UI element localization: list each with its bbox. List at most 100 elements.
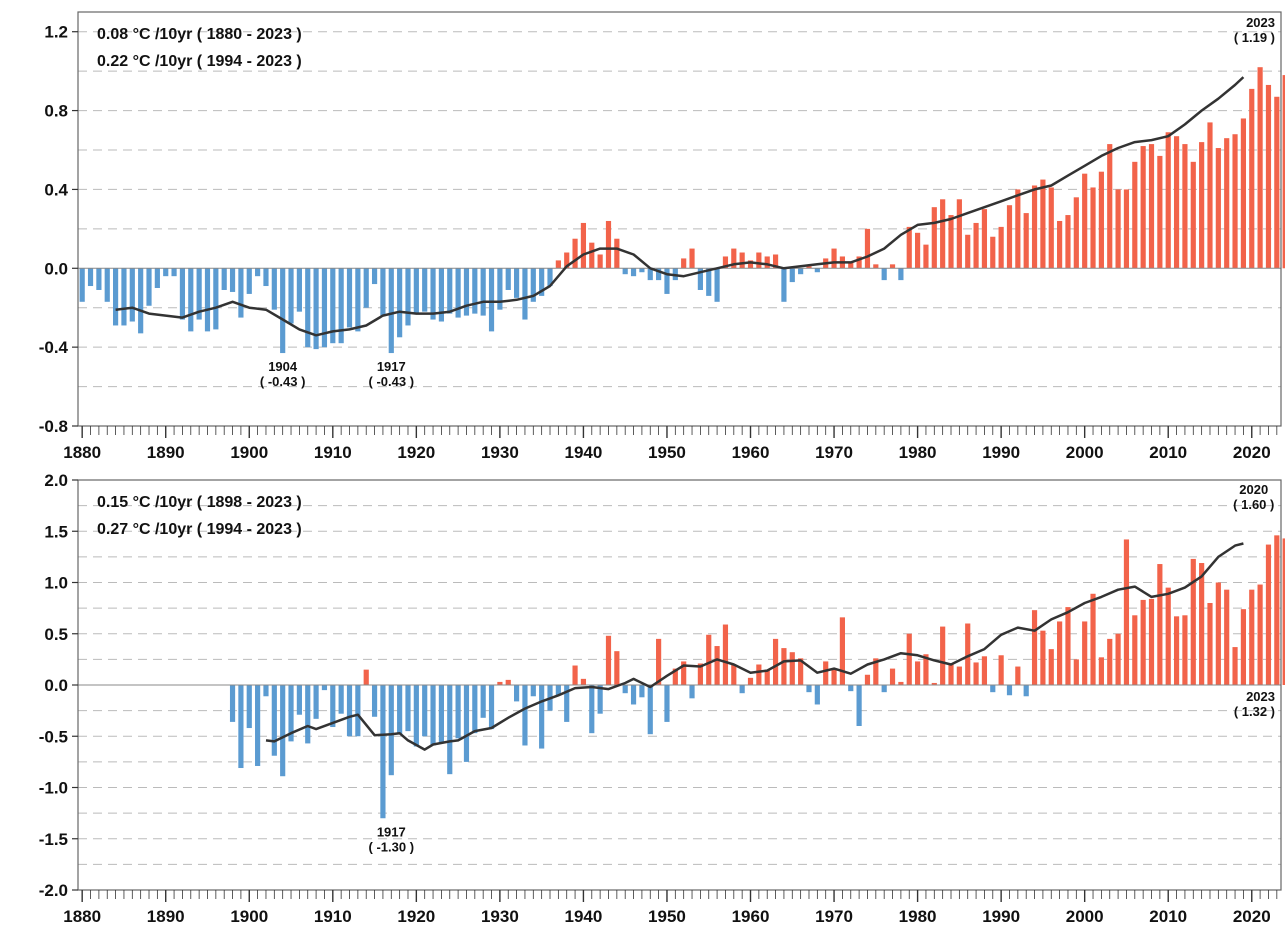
bar-1918 <box>397 685 403 735</box>
bar-1999 <box>1073 659 1079 686</box>
bar-1989 <box>990 236 996 269</box>
bar-1914 <box>363 669 369 686</box>
bar-2023 <box>1274 535 1280 685</box>
bar-1912 <box>346 268 353 328</box>
bar-1925 <box>455 685 461 739</box>
y-tick-label: 1.2 <box>44 23 68 42</box>
bar-1906 <box>296 268 302 312</box>
bar-1945 <box>622 268 628 275</box>
bar-2008 <box>1148 598 1155 685</box>
bar-1936 <box>547 268 553 287</box>
bar-1911 <box>338 268 344 344</box>
x-tick-label: 1880 <box>63 443 101 462</box>
bar-1995 <box>1040 630 1046 685</box>
bar-2022 <box>1265 84 1272 269</box>
bar-2016 <box>1215 148 1221 269</box>
bar-1890 <box>163 268 169 277</box>
bar-1917 <box>388 268 394 354</box>
x-tick-label: 2010 <box>1149 443 1187 462</box>
bar-1942 <box>597 254 603 269</box>
x-tick-label: 1990 <box>982 907 1020 926</box>
bar-1968 <box>814 685 820 705</box>
bar-1957 <box>722 624 729 685</box>
bar-1932 <box>514 685 520 702</box>
bar-2012 <box>1182 615 1188 685</box>
bar-1926 <box>463 268 470 316</box>
trend-label: 0.08 °C /10yr ( 1880 - 2023 ) <box>97 26 302 43</box>
bar-1952 <box>681 258 687 269</box>
bar-1940 <box>580 222 587 269</box>
bar-2010 <box>1165 132 1171 269</box>
bar-2011 <box>1173 136 1180 269</box>
annotation-1917: ( -0.43 ) <box>369 374 415 389</box>
x-tick-label: 1960 <box>732 907 770 926</box>
bar-1952 <box>681 661 687 685</box>
bar-1969 <box>823 661 829 685</box>
bar-1925 <box>455 268 461 318</box>
bar-1990 <box>998 655 1004 685</box>
bar-2019 <box>1240 118 1246 269</box>
bar-1900 <box>246 685 252 729</box>
bar-1908 <box>313 685 319 719</box>
bar-2018 <box>1232 647 1238 685</box>
bar-1978 <box>898 681 904 685</box>
bar-1916 <box>380 268 386 316</box>
bar-1935 <box>539 685 545 749</box>
bar-1909 <box>321 268 328 348</box>
bar-1935 <box>539 268 545 296</box>
plot-frame <box>77 11 1282 427</box>
bar-1976 <box>881 685 887 693</box>
bar-1947 <box>639 268 645 273</box>
bar-1976 <box>881 268 887 281</box>
bar-1989 <box>990 685 996 693</box>
running-mean-line <box>115 76 1245 337</box>
x-tick-label: 1900 <box>230 443 268 462</box>
bar-1929 <box>488 685 495 730</box>
bar-1920 <box>413 685 419 747</box>
bar-1968 <box>814 268 820 273</box>
x-tick-label: 1990 <box>982 443 1020 462</box>
bar-1946 <box>630 685 637 705</box>
bar-1992 <box>1015 189 1021 269</box>
annotation-2023: ( 1.32 ) <box>1234 704 1275 719</box>
bar-1978 <box>898 268 904 281</box>
bar-1977 <box>889 264 896 269</box>
bar-1927 <box>472 268 478 314</box>
bar-2006 <box>1132 161 1138 269</box>
bar-1892 <box>179 268 186 320</box>
x-tick-label: 1970 <box>815 907 853 926</box>
y-tick-label: -0.4 <box>39 338 69 357</box>
bar-1914 <box>363 268 369 308</box>
bar-1934 <box>530 685 536 697</box>
bar-2013 <box>1190 161 1196 269</box>
bar-1889 <box>154 268 160 288</box>
bar-1949 <box>656 268 662 281</box>
bar-1991 <box>1006 685 1013 696</box>
bar-1894 <box>196 268 202 320</box>
bar-1987 <box>973 662 979 685</box>
bar-1956 <box>714 646 720 685</box>
bar-1992 <box>1015 666 1021 685</box>
bar-2001 <box>1090 187 1096 269</box>
annotation-1904: 1904 <box>268 359 298 374</box>
bar-1948 <box>647 268 653 281</box>
bar-1938 <box>564 252 570 269</box>
bar-1915 <box>371 268 378 285</box>
bar-1940 <box>580 678 587 685</box>
annotation-2023: 2023 <box>1246 15 1275 30</box>
y-tick-label: 0.8 <box>44 102 68 121</box>
bar-2014 <box>1199 142 1205 269</box>
x-tick-label: 1950 <box>648 443 686 462</box>
x-tick-label: 1940 <box>565 907 603 926</box>
bar-1920 <box>413 268 419 314</box>
x-tick-label: 1890 <box>147 907 185 926</box>
bar-1947 <box>639 685 645 698</box>
bar-2005 <box>1123 189 1130 269</box>
bar-1965 <box>789 268 795 283</box>
bar-1964 <box>781 268 787 302</box>
annotation-2023: ( 1.19 ) <box>1234 30 1275 45</box>
bar-1933 <box>522 268 528 320</box>
annotation-1917: ( -1.30 ) <box>369 839 415 854</box>
bar-1899 <box>238 685 244 769</box>
